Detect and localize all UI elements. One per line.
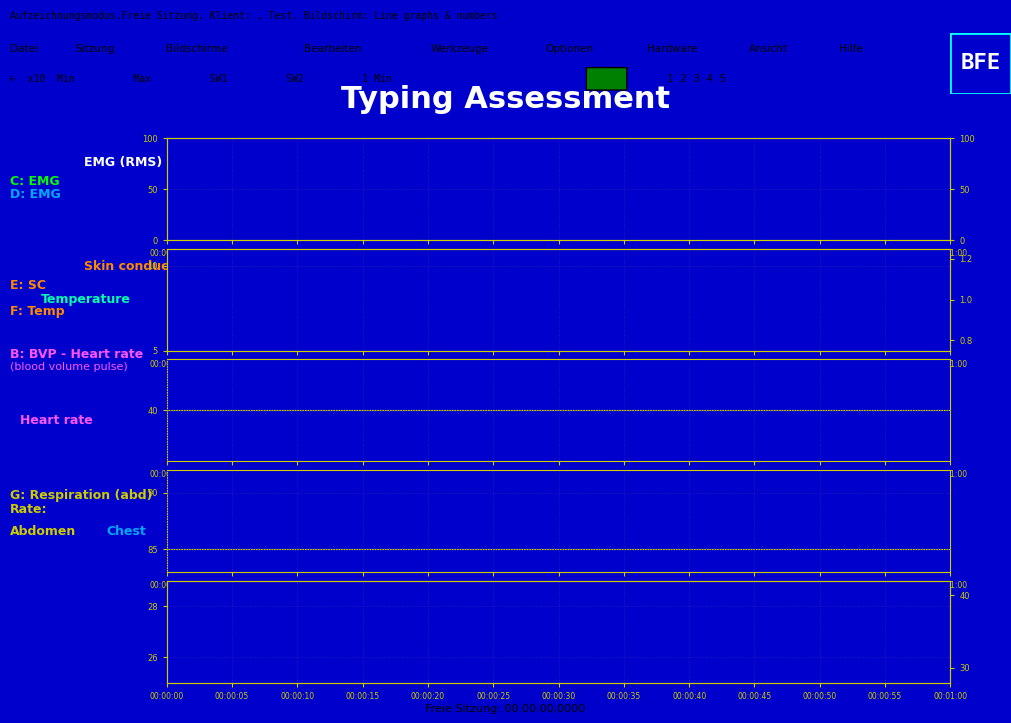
Text: Hardware: Hardware [647, 44, 698, 54]
Text: Datei: Datei [10, 44, 38, 54]
Text: Skin conductance: Skin conductance [84, 260, 207, 273]
Text: Werkzeuge: Werkzeuge [431, 44, 488, 54]
Text: Sitzung: Sitzung [76, 44, 115, 54]
Text: C: EMG: C: EMG [10, 175, 60, 188]
Text: Rate:: Rate: [10, 503, 48, 516]
Text: Abdomen: Abdomen [10, 526, 77, 539]
Text: BFE: BFE [960, 54, 1001, 73]
Text: Typing Assessment: Typing Assessment [341, 85, 670, 114]
Text: ⊢  x10  Min          Max          SW1          SW2          1 Min: ⊢ x10 Min Max SW1 SW2 1 Min [10, 74, 392, 84]
Text: Freie Sitzung: 00:00:00,0000: Freie Sitzung: 00:00:00,0000 [426, 703, 585, 714]
Text: B: BVP - Heart rate: B: BVP - Heart rate [10, 348, 144, 361]
Text: D: EMG: D: EMG [10, 187, 61, 200]
Text: Heart rate: Heart rate [20, 414, 93, 427]
Text: Chest: Chest [106, 526, 146, 539]
Text: Temperature: Temperature [40, 293, 130, 306]
Text: Bildschirme: Bildschirme [166, 44, 227, 54]
Text: (blood volume pulse): (blood volume pulse) [10, 362, 127, 372]
Text: EMG (RMS): EMG (RMS) [84, 156, 162, 169]
Text: Optionen: Optionen [545, 44, 592, 54]
Text: E: SC: E: SC [10, 279, 47, 291]
FancyBboxPatch shape [586, 67, 627, 90]
Text: F: Temp: F: Temp [10, 305, 65, 318]
Text: 1  2  3  4  5: 1 2 3 4 5 [667, 74, 726, 84]
Text: G: Respiration (abd): G: Respiration (abd) [10, 489, 153, 502]
Text: Hilfe: Hilfe [839, 44, 863, 54]
FancyBboxPatch shape [950, 33, 1011, 94]
Text: Bearbeiten: Bearbeiten [304, 44, 362, 54]
Text: Ansicht: Ansicht [749, 44, 788, 54]
Text: Aufzeichnungsmodus.Freie Sitzung. Klient: , Test. Bildschirm: Line graphs & numb: Aufzeichnungsmodus.Freie Sitzung. Klient… [10, 12, 497, 21]
